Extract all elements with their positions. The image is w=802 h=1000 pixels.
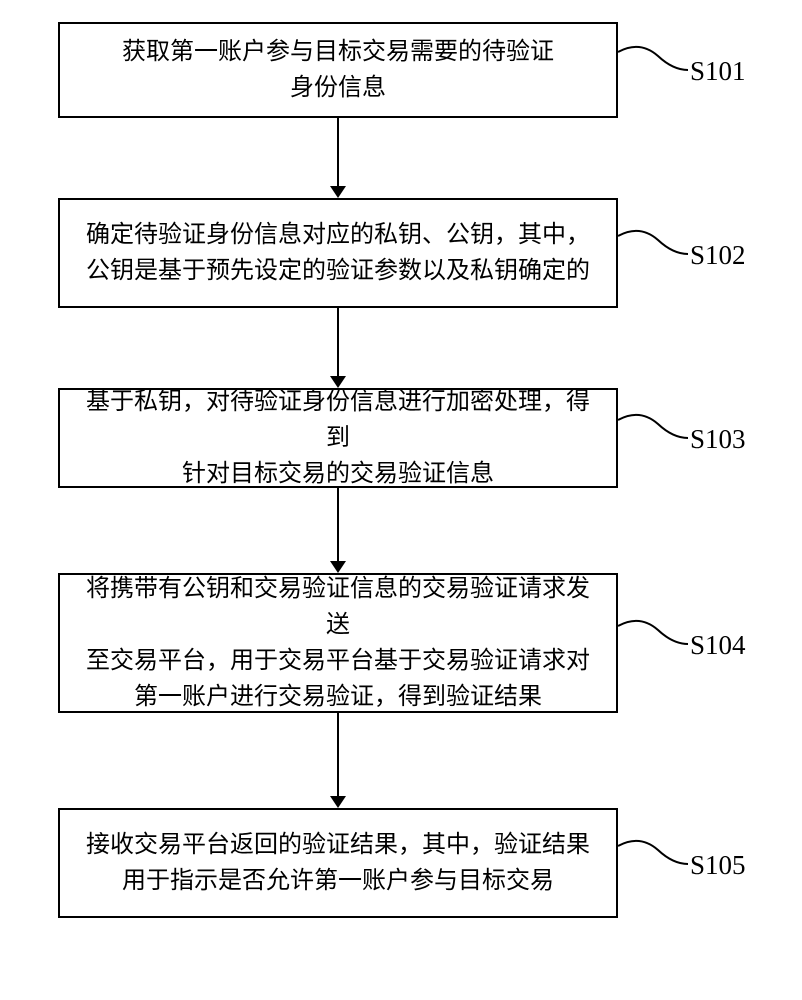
label-connector xyxy=(618,40,690,80)
flowchart-canvas: 获取第一账户参与目标交易需要的待验证 身份信息 确定待验证身份信息对应的私钥、公… xyxy=(0,0,802,1000)
flow-node-s102: 确定待验证身份信息对应的私钥、公钥，其中， 公钥是基于预先设定的验证参数以及私钥… xyxy=(58,198,618,308)
step-label-s104: S104 xyxy=(690,630,746,661)
label-connector xyxy=(618,224,690,264)
step-label-s105: S105 xyxy=(690,850,746,881)
flow-node-text: 确定待验证身份信息对应的私钥、公钥，其中， 公钥是基于预先设定的验证参数以及私钥… xyxy=(86,217,590,289)
flow-node-s103: 基于私钥，对待验证身份信息进行加密处理，得到 针对目标交易的交易验证信息 xyxy=(58,388,618,488)
step-label-s102: S102 xyxy=(690,240,746,271)
flow-node-s101: 获取第一账户参与目标交易需要的待验证 身份信息 xyxy=(58,22,618,118)
label-connector xyxy=(618,614,690,654)
flow-node-s105: 接收交易平台返回的验证结果，其中，验证结果 用于指示是否允许第一账户参与目标交易 xyxy=(58,808,618,918)
flow-node-text: 基于私钥，对待验证身份信息进行加密处理，得到 针对目标交易的交易验证信息 xyxy=(80,384,596,492)
flow-node-text: 接收交易平台返回的验证结果，其中，验证结果 用于指示是否允许第一账户参与目标交易 xyxy=(86,827,590,899)
flow-node-text: 将携带有公钥和交易验证信息的交易验证请求发送 至交易平台，用于交易平台基于交易验… xyxy=(80,571,596,715)
flow-node-text: 获取第一账户参与目标交易需要的待验证 身份信息 xyxy=(122,34,554,106)
step-label-s101: S101 xyxy=(690,56,746,87)
label-connector xyxy=(618,834,690,874)
label-connector xyxy=(618,408,690,448)
flow-node-s104: 将携带有公钥和交易验证信息的交易验证请求发送 至交易平台，用于交易平台基于交易验… xyxy=(58,573,618,713)
step-label-s103: S103 xyxy=(690,424,746,455)
